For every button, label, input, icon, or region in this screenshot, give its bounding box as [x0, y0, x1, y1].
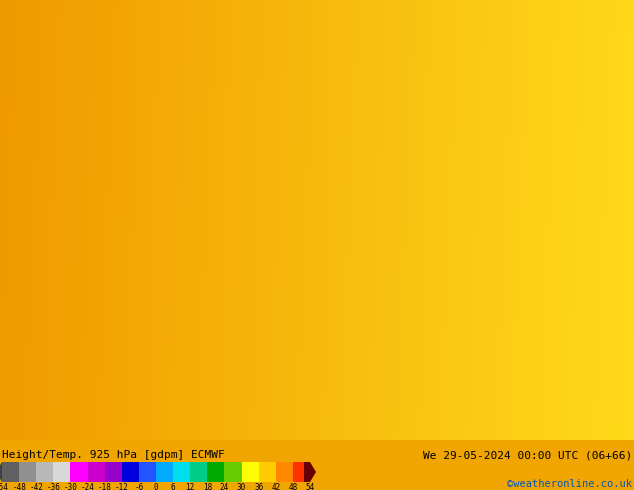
FancyArrow shape	[304, 462, 316, 482]
Bar	[259, 462, 276, 482]
Bar	[122, 462, 139, 482]
Text: 12: 12	[186, 483, 195, 490]
Text: 42: 42	[271, 483, 280, 490]
Text: ©weatheronline.co.uk: ©weatheronline.co.uk	[507, 479, 632, 489]
Bar	[36, 462, 53, 482]
Text: -48: -48	[12, 483, 26, 490]
Text: -6: -6	[134, 483, 143, 490]
Text: 0: 0	[153, 483, 158, 490]
Bar	[87, 462, 105, 482]
Text: -30: -30	[63, 483, 77, 490]
Text: Height/Temp. 925 hPa [gdpm] ECMWF: Height/Temp. 925 hPa [gdpm] ECMWF	[2, 450, 224, 460]
Text: -18: -18	[98, 483, 112, 490]
Bar	[173, 462, 190, 482]
Text: -36: -36	[46, 483, 60, 490]
Bar	[2, 462, 19, 482]
Bar	[19, 462, 36, 482]
Text: -54: -54	[0, 483, 9, 490]
Text: We 29-05-2024 00:00 UTC (06+66): We 29-05-2024 00:00 UTC (06+66)	[423, 450, 632, 460]
Text: 24: 24	[220, 483, 229, 490]
Text: 36: 36	[254, 483, 263, 490]
Text: -42: -42	[29, 483, 43, 490]
Text: 30: 30	[237, 483, 246, 490]
Bar	[70, 462, 87, 482]
Text: 6: 6	[171, 483, 176, 490]
Text: 54: 54	[306, 483, 314, 490]
Bar	[105, 462, 122, 482]
Bar	[224, 462, 242, 482]
Bar	[139, 462, 156, 482]
Text: 48: 48	[288, 483, 297, 490]
FancyArrow shape	[0, 462, 8, 482]
Text: 18: 18	[203, 483, 212, 490]
Bar	[293, 462, 310, 482]
Bar	[53, 462, 70, 482]
Bar	[190, 462, 207, 482]
Text: -24: -24	[81, 483, 94, 490]
Bar	[207, 462, 224, 482]
Text: -12: -12	[115, 483, 129, 490]
Bar	[156, 462, 173, 482]
Bar	[276, 462, 293, 482]
Bar	[242, 462, 259, 482]
